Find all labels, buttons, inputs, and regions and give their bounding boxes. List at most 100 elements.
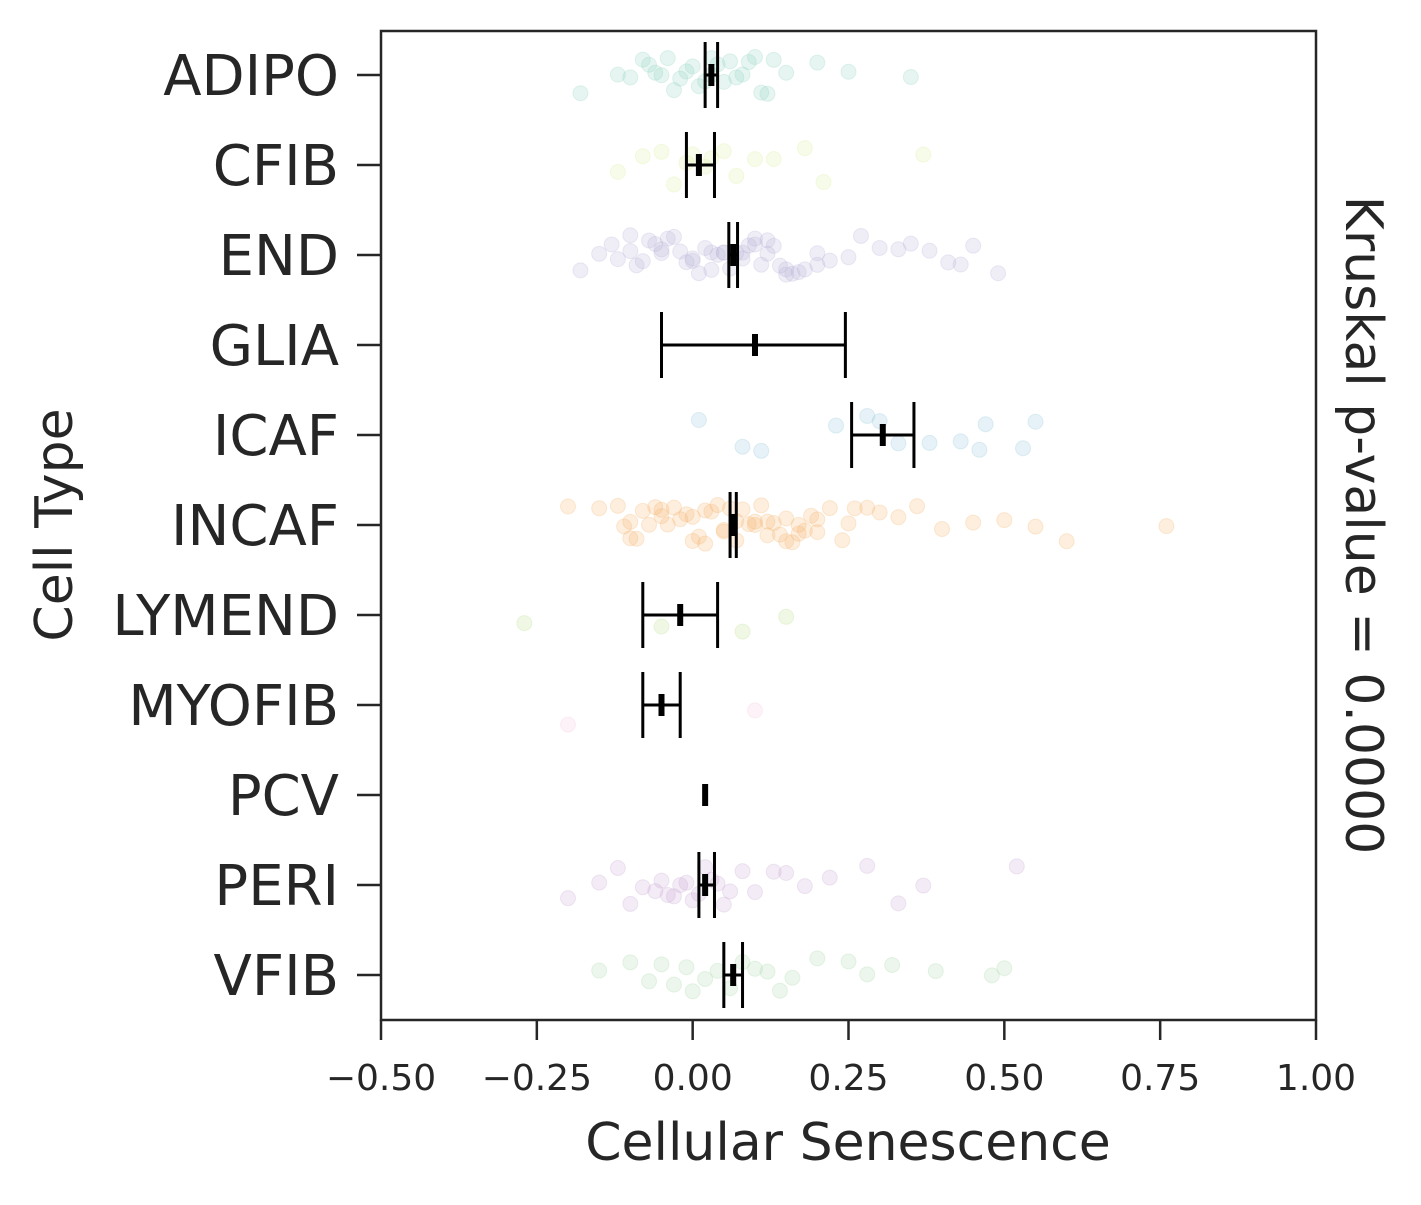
- data-point: [591, 962, 608, 979]
- data-point: [747, 49, 763, 66]
- data-point: [803, 507, 820, 524]
- data-point: [616, 518, 633, 535]
- data-point: [653, 618, 670, 635]
- data-point: [653, 508, 670, 525]
- data-point: [690, 265, 707, 282]
- data-point: [622, 227, 639, 244]
- data-point: [815, 174, 832, 191]
- data-point: [890, 509, 907, 526]
- data-point: [902, 69, 919, 86]
- data-point: [641, 56, 658, 73]
- data-point: [1008, 858, 1025, 875]
- data-point: [890, 435, 907, 452]
- data-point: [771, 982, 788, 999]
- data-point: [821, 500, 838, 517]
- data-point: [653, 501, 670, 518]
- data-point: [659, 230, 676, 247]
- data-point: [809, 524, 826, 541]
- data-point: [697, 239, 714, 256]
- data-point: [647, 883, 664, 900]
- data-point: [765, 151, 782, 168]
- data-point: [740, 237, 757, 254]
- data-point: [753, 497, 770, 514]
- data-point: [740, 516, 757, 533]
- data-point: [940, 254, 957, 271]
- data-point: [771, 257, 788, 274]
- data-point: [734, 66, 751, 83]
- data-point: [871, 504, 888, 521]
- data-point: [765, 51, 782, 68]
- data-point: [722, 883, 739, 900]
- data-point: [684, 983, 701, 1000]
- data-point: [747, 230, 763, 247]
- data-point: [684, 250, 701, 267]
- data-point: [703, 503, 720, 520]
- y-axis: ADIPO CFIB END GLIA ICAF INCAF LYMEND MYOFIB PCV…: [112, 44, 381, 1009]
- data-point: [965, 237, 982, 254]
- data-point: [715, 143, 732, 160]
- data-point: [634, 148, 651, 165]
- x-tick-label: 1.00: [1276, 1058, 1356, 1099]
- data-point: [609, 163, 626, 180]
- data-point: [653, 245, 670, 262]
- data-point: [796, 522, 813, 539]
- x-tick-label: 0.25: [808, 1058, 888, 1099]
- data-point: [840, 249, 857, 266]
- data-point: [697, 970, 714, 987]
- data-point: [659, 50, 676, 67]
- data-point: [572, 85, 589, 102]
- data-point: [884, 957, 901, 974]
- data-point: [859, 857, 876, 874]
- data-point: [672, 70, 689, 87]
- data-point: [715, 896, 732, 913]
- data-point: [684, 532, 701, 549]
- data-point: [647, 64, 664, 81]
- y-tick-label: LYMEND: [112, 584, 339, 649]
- data-point: [653, 241, 670, 258]
- data-point: [647, 235, 664, 252]
- data-point: [672, 511, 689, 528]
- data-point: [859, 966, 876, 983]
- data-point: [821, 869, 838, 886]
- data-point: [1027, 413, 1044, 430]
- x-axis: −0.50 −0.25 0.00 0.25 0.50 0.75 1.00: [326, 1020, 1356, 1099]
- data-point: [778, 266, 795, 283]
- data-point: [722, 53, 739, 70]
- data-point: [778, 865, 795, 882]
- data-point: [1158, 518, 1175, 535]
- y-tick-label: END: [219, 224, 339, 289]
- data-point: [759, 527, 776, 544]
- data-point: [560, 716, 576, 733]
- data-point: [778, 261, 795, 278]
- data-point: [771, 526, 788, 543]
- data-point: [778, 64, 795, 81]
- data-point: [684, 508, 701, 525]
- data-point: [634, 253, 651, 270]
- data-point: [690, 412, 707, 429]
- data-point: [665, 82, 682, 99]
- data-point: [609, 66, 626, 83]
- data-point: [915, 877, 932, 894]
- y-tick-label: ICAF: [213, 404, 339, 469]
- data-point: [840, 953, 857, 970]
- data-point: [828, 417, 845, 434]
- data-point: [634, 879, 651, 896]
- data-point: [728, 69, 745, 86]
- data-point: [709, 246, 726, 263]
- data-point: [747, 516, 763, 533]
- data-point: [709, 497, 726, 514]
- data-point: [678, 63, 695, 80]
- data-point: [921, 434, 938, 451]
- data-point: [971, 441, 988, 458]
- data-point: [665, 499, 682, 516]
- data-point: [560, 498, 576, 515]
- data-point: [759, 513, 776, 530]
- data-point: [821, 252, 838, 269]
- data-point: [734, 623, 751, 640]
- data-point: [653, 67, 670, 84]
- x-tick-label: 0.50: [964, 1058, 1044, 1099]
- data-point: [909, 498, 926, 515]
- data-point: [672, 877, 689, 894]
- data-point: [765, 863, 782, 880]
